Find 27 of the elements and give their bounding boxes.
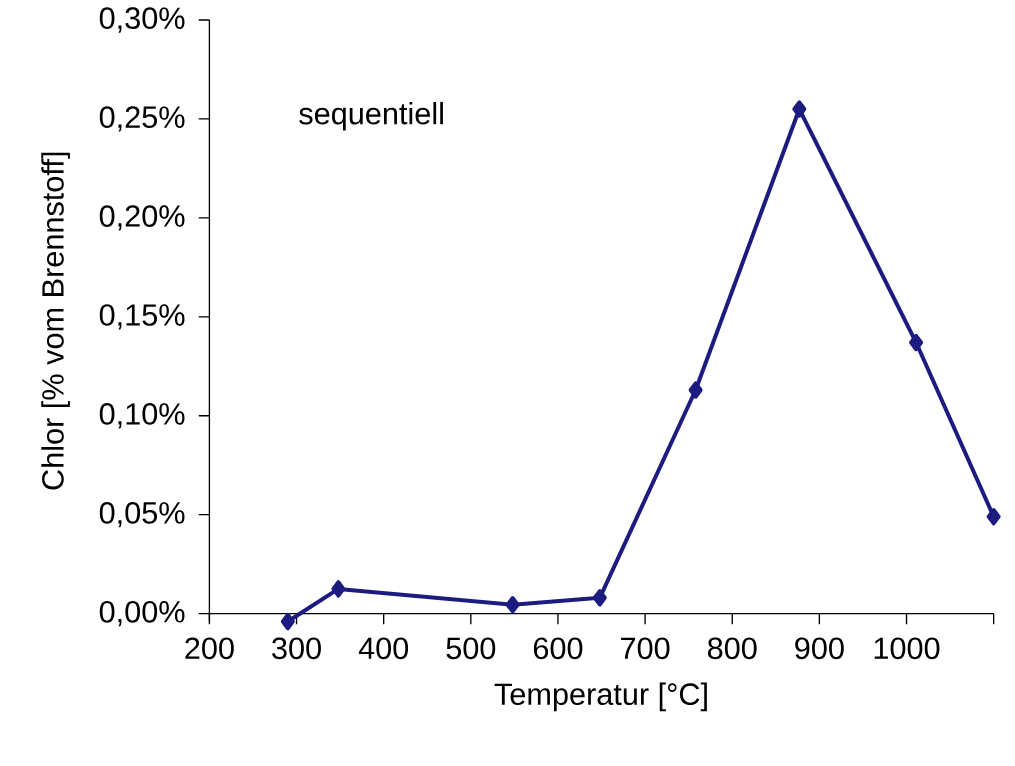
x-tick-label: 900 [795, 637, 844, 660]
x-tick-label: 500 [446, 637, 496, 660]
x-tick-label: 600 [533, 637, 583, 660]
point [909, 334, 924, 352]
y-tick-label: 0,20% [99, 205, 185, 231]
y-tick-label: 0,25% [99, 106, 185, 132]
point [331, 580, 346, 598]
y-tick-label: 0,00% [99, 601, 185, 627]
y-tick-label: 0,30% [99, 7, 185, 33]
x-tick-label: 200 [185, 637, 234, 660]
point [280, 613, 295, 631]
point [592, 589, 607, 607]
point [986, 508, 1001, 526]
x-tick-label: 700 [621, 637, 670, 660]
point [505, 596, 520, 614]
x-tick-label: 300 [272, 637, 321, 660]
x-axis-title: Temperatur [°C] [494, 682, 707, 712]
x-tick-label: 800 [707, 637, 757, 660]
x-tick-label: 400 [358, 637, 409, 660]
y-axis-title: Chlor [% vom Brennstoff] [41, 152, 70, 490]
x-tick-label: 1000 [874, 637, 940, 660]
y-tick-label: 0,05% [99, 502, 185, 528]
point [688, 381, 703, 399]
point [792, 100, 807, 118]
annotation: sequentiell [299, 102, 443, 131]
y-tick-label: 0,15% [99, 304, 185, 330]
y-tick-label: 0,10% [99, 403, 185, 429]
